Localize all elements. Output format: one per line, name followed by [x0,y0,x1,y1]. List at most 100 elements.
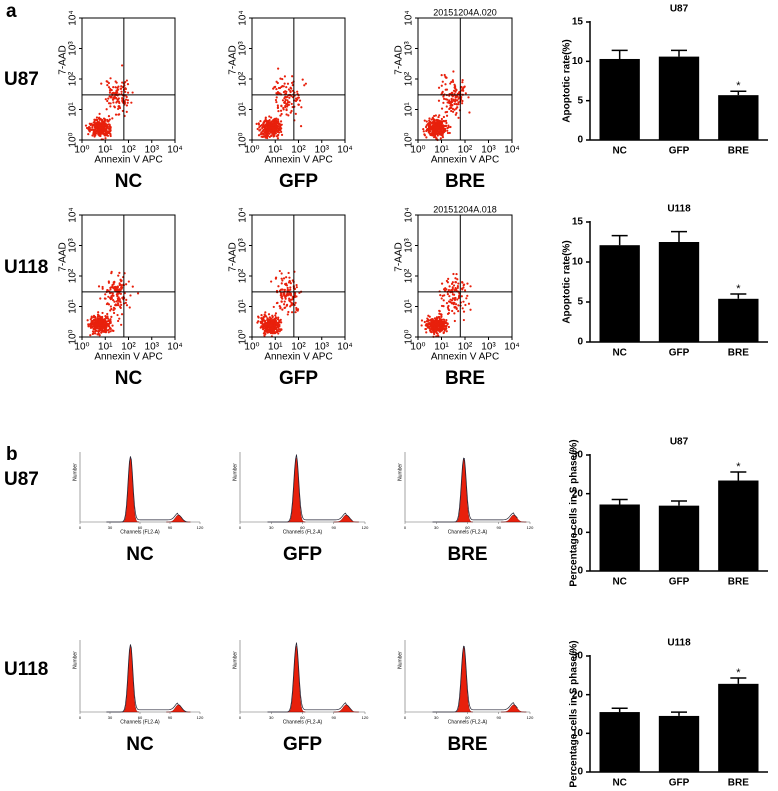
y-tick-label: 10³ [68,238,79,253]
cell-dot [274,125,278,128]
cell-dot [121,100,124,103]
cell-dot [107,120,110,123]
cell-dot [284,296,287,299]
cell-dot [91,325,94,328]
cell-dot [95,116,99,119]
cell-dot [451,309,454,313]
cell-dot [285,90,288,93]
cell-dot [468,111,471,114]
cell-dot [126,91,130,94]
cell-dot [428,117,431,120]
cell-dot [452,272,455,276]
cell-dot [91,330,95,333]
cell-dot [287,88,291,91]
cell-dot [108,325,111,328]
cell-dot [105,80,108,83]
fit-curve [106,644,188,713]
condition-label: NC [115,368,143,389]
cell-dot [294,311,297,314]
significance-mark: * [736,461,741,473]
cell-dot [279,109,283,112]
cell-dot [280,105,283,108]
y-tick-label: 10⁴ [68,207,79,222]
plot-frame [81,17,176,141]
x-tick-label: 90 [497,715,502,720]
y-tick-label: 10² [238,268,249,283]
cell-dot [97,311,100,314]
cell-dot [449,100,453,104]
cell-dot [429,126,432,129]
cell-dot [432,136,436,139]
cell-dot [91,332,94,336]
x-tick-label: 10² [291,145,306,156]
y-axis-label: Number [232,463,238,481]
cell-dot [280,300,283,303]
cell-dot [462,286,465,289]
cell-dot [93,120,96,123]
cell-dot [295,286,298,289]
cell-dot [439,318,442,321]
cell-dot [280,133,284,136]
cell-dot [440,117,443,121]
cell-dot [451,293,455,296]
x-axis-label: Channels (FL2-A) [120,529,160,535]
cell-dot [456,298,459,301]
g1-peak [287,456,306,523]
cell-dot [430,325,433,329]
cell-dot [93,125,96,128]
cell-dot [446,126,449,130]
x-tick-label: 10⁰ [244,145,259,156]
cell-dot [119,301,122,304]
cell-dot [454,303,458,306]
cell-dot [435,317,438,320]
cell-dot [289,286,292,289]
cell-dot [281,308,284,311]
row-label: U118 [4,257,48,278]
y-tick-label: 10 [572,728,584,739]
y-tick-label: 10¹ [68,102,79,117]
cell-dot [120,323,123,326]
cell-dot [291,105,294,109]
cell-dot [295,308,298,311]
cell-dot [290,109,293,113]
cell-dot [448,295,451,298]
cell-dot [105,302,109,306]
cell-dot [457,101,460,104]
cell-dot [90,323,93,326]
x-tick-label: 90 [168,525,173,530]
cell-dot [272,305,275,309]
cell-dot [294,112,297,115]
cell-dot [295,306,298,310]
cell-dot [279,307,282,310]
cell-dot [287,114,290,117]
cell-dot [125,283,128,286]
cell-dot [99,126,102,129]
cell-dot [130,101,133,104]
cell-dot [95,126,98,129]
cell-dot [447,277,450,280]
cell-dot [259,128,262,131]
cell-dot [107,81,110,85]
cell-dot [264,324,267,327]
cell-dot [107,319,110,322]
x-axis-label: Annexin V APC [431,155,499,166]
cell-dot [428,128,432,131]
cell-dot [420,319,424,322]
cell-dot [106,312,109,316]
y-tick-label: 10¹ [238,102,249,117]
cell-dot [89,334,92,337]
cell-dot [301,78,304,81]
cell-dot [278,127,281,131]
g1-peak [121,645,140,713]
cell-dot [267,119,270,123]
cell-dot [114,113,118,116]
x-tick-label: 60 [465,525,470,530]
cell-dot [115,101,118,104]
y-tick-label: 10¹ [238,299,249,314]
cell-dot [98,329,101,333]
g2-peak [333,704,359,713]
cell-dot [116,302,120,305]
cell-dot [267,331,271,334]
cell-dot [448,107,451,111]
x-tick-label: 60 [138,715,143,720]
